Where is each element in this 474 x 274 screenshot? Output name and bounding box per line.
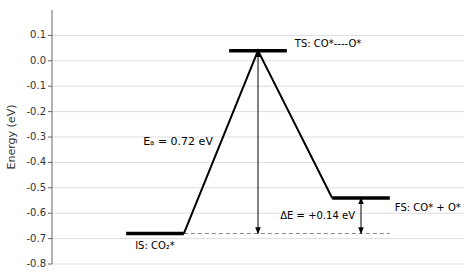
y-tick-label: 0.0 [30,55,46,66]
y-tick-label: -0.6 [26,207,46,218]
reference-line [184,233,390,234]
y-tick [48,187,52,188]
plot-area [126,51,390,234]
annotation: Eₐ = 0.72 eV [143,135,213,148]
y-tick-label: -0.7 [26,233,46,244]
y-tick-label: -0.1 [26,80,46,91]
state-label: TS: CO*----O* [294,38,361,49]
y-tick [48,111,52,112]
state-label: IS: CO₂* [135,240,175,251]
y-tick-label: -0.3 [26,131,46,142]
y-tick-label: -0.5 [26,182,46,193]
chart-svg: -0.8 -0.7 -0.6 -0.5 -0.4 -0.3 -0.2 -0.1 0.0 0.1 En… [0,0,474,274]
y-tick [48,264,52,265]
y-tick-label: -0.2 [26,106,46,117]
grid-line [52,264,464,265]
chart-container: -0.8 -0.7 -0.6 -0.5 -0.4 -0.3 -0.2 -0.1 0.0 0.1 En… [0,0,474,274]
y-tick [48,137,52,138]
y-axis [52,10,53,264]
y-tick [48,213,52,214]
y-tick-label: -0.8 [26,258,46,269]
y-tick [48,60,52,61]
y-tick [48,162,52,163]
ea-arrow [258,51,259,234]
state-level [126,232,184,236]
grid-line [52,35,464,36]
y-tick-label: 0.1 [30,29,46,40]
y-tick [48,86,52,87]
y-tick [48,35,52,36]
y-axis-label: Energy (eV) [5,105,18,170]
state-label: FS: CO* + O* [395,202,461,213]
y-tick-label: -0.4 [26,156,46,167]
y-tick [48,238,52,239]
annotation: ΔE = +0.14 eV [280,210,355,221]
de-arrow [361,198,362,234]
grid-line [52,238,464,239]
